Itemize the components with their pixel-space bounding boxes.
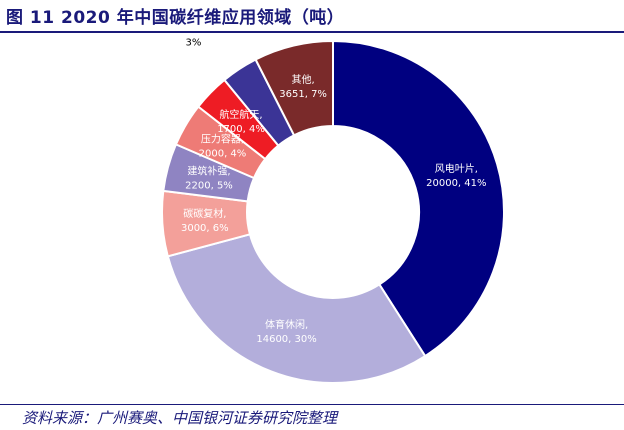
slice-label-6: 混配模成型, 1700, 3% bbox=[162, 34, 247, 48]
slice-label-1: 体育休闲, 14600, 30% bbox=[256, 318, 316, 345]
chart-title: 图 11 2020 年中国碳纤维应用领域（吨） bbox=[6, 8, 345, 28]
title-divider bbox=[0, 31, 624, 33]
slice-7 bbox=[254, 39, 334, 137]
slice-label-name-7: 其他, bbox=[292, 73, 315, 86]
slice-label-line1-6: 混配模成型, 1700, bbox=[162, 34, 247, 35]
slice-label-name-4: 压力容器, bbox=[201, 132, 244, 145]
slice-label-4: 压力容器, 2000, 4% bbox=[199, 132, 247, 159]
donut-chart: 风电叶片, 20000, 41% 体育休闲, 14600, 30% 碳碳复材, 3000,… bbox=[161, 34, 505, 384]
slice-label-value-0: 20000, 41% bbox=[426, 178, 486, 189]
source-note: 资料来源：广州赛奥、中国银河证券研究院整理 bbox=[22, 409, 338, 427]
slice-1 bbox=[166, 233, 427, 384]
slice-label-value-1: 14600, 30% bbox=[256, 334, 316, 345]
slice-label-name-0: 风电叶片, bbox=[435, 162, 478, 175]
slice-label-value-7: 3651, 7% bbox=[279, 89, 327, 100]
slice-label-value-3: 2200, 5% bbox=[185, 180, 233, 191]
slice-0 bbox=[332, 39, 505, 358]
slice-label-0: 风电叶片, 20000, 41% bbox=[426, 162, 486, 189]
slice-label-7: 其他, 3651, 7% bbox=[279, 73, 327, 100]
slice-label-name-1: 体育休闲, bbox=[265, 318, 308, 331]
slice-label-name-2: 碳碳复材, bbox=[183, 207, 226, 220]
slice-label-value-2: 3000, 6% bbox=[181, 223, 229, 234]
slice-label-value-4: 2000, 4% bbox=[199, 148, 247, 159]
slice-label-2: 碳碳复材, 3000, 6% bbox=[181, 207, 229, 234]
slice-label-5: 航空航天, 1700, 4% bbox=[217, 108, 265, 135]
slice-label-value-5: 1700, 4% bbox=[217, 124, 265, 135]
source-divider bbox=[0, 404, 624, 405]
slice-label-name-5: 航空航天, bbox=[219, 108, 262, 121]
slice-label-name-3: 建筑补强, bbox=[187, 164, 230, 177]
slice-label-3: 建筑补强, 2200, 5% bbox=[185, 164, 233, 191]
slice-label-line2-6: 3% bbox=[186, 37, 202, 48]
